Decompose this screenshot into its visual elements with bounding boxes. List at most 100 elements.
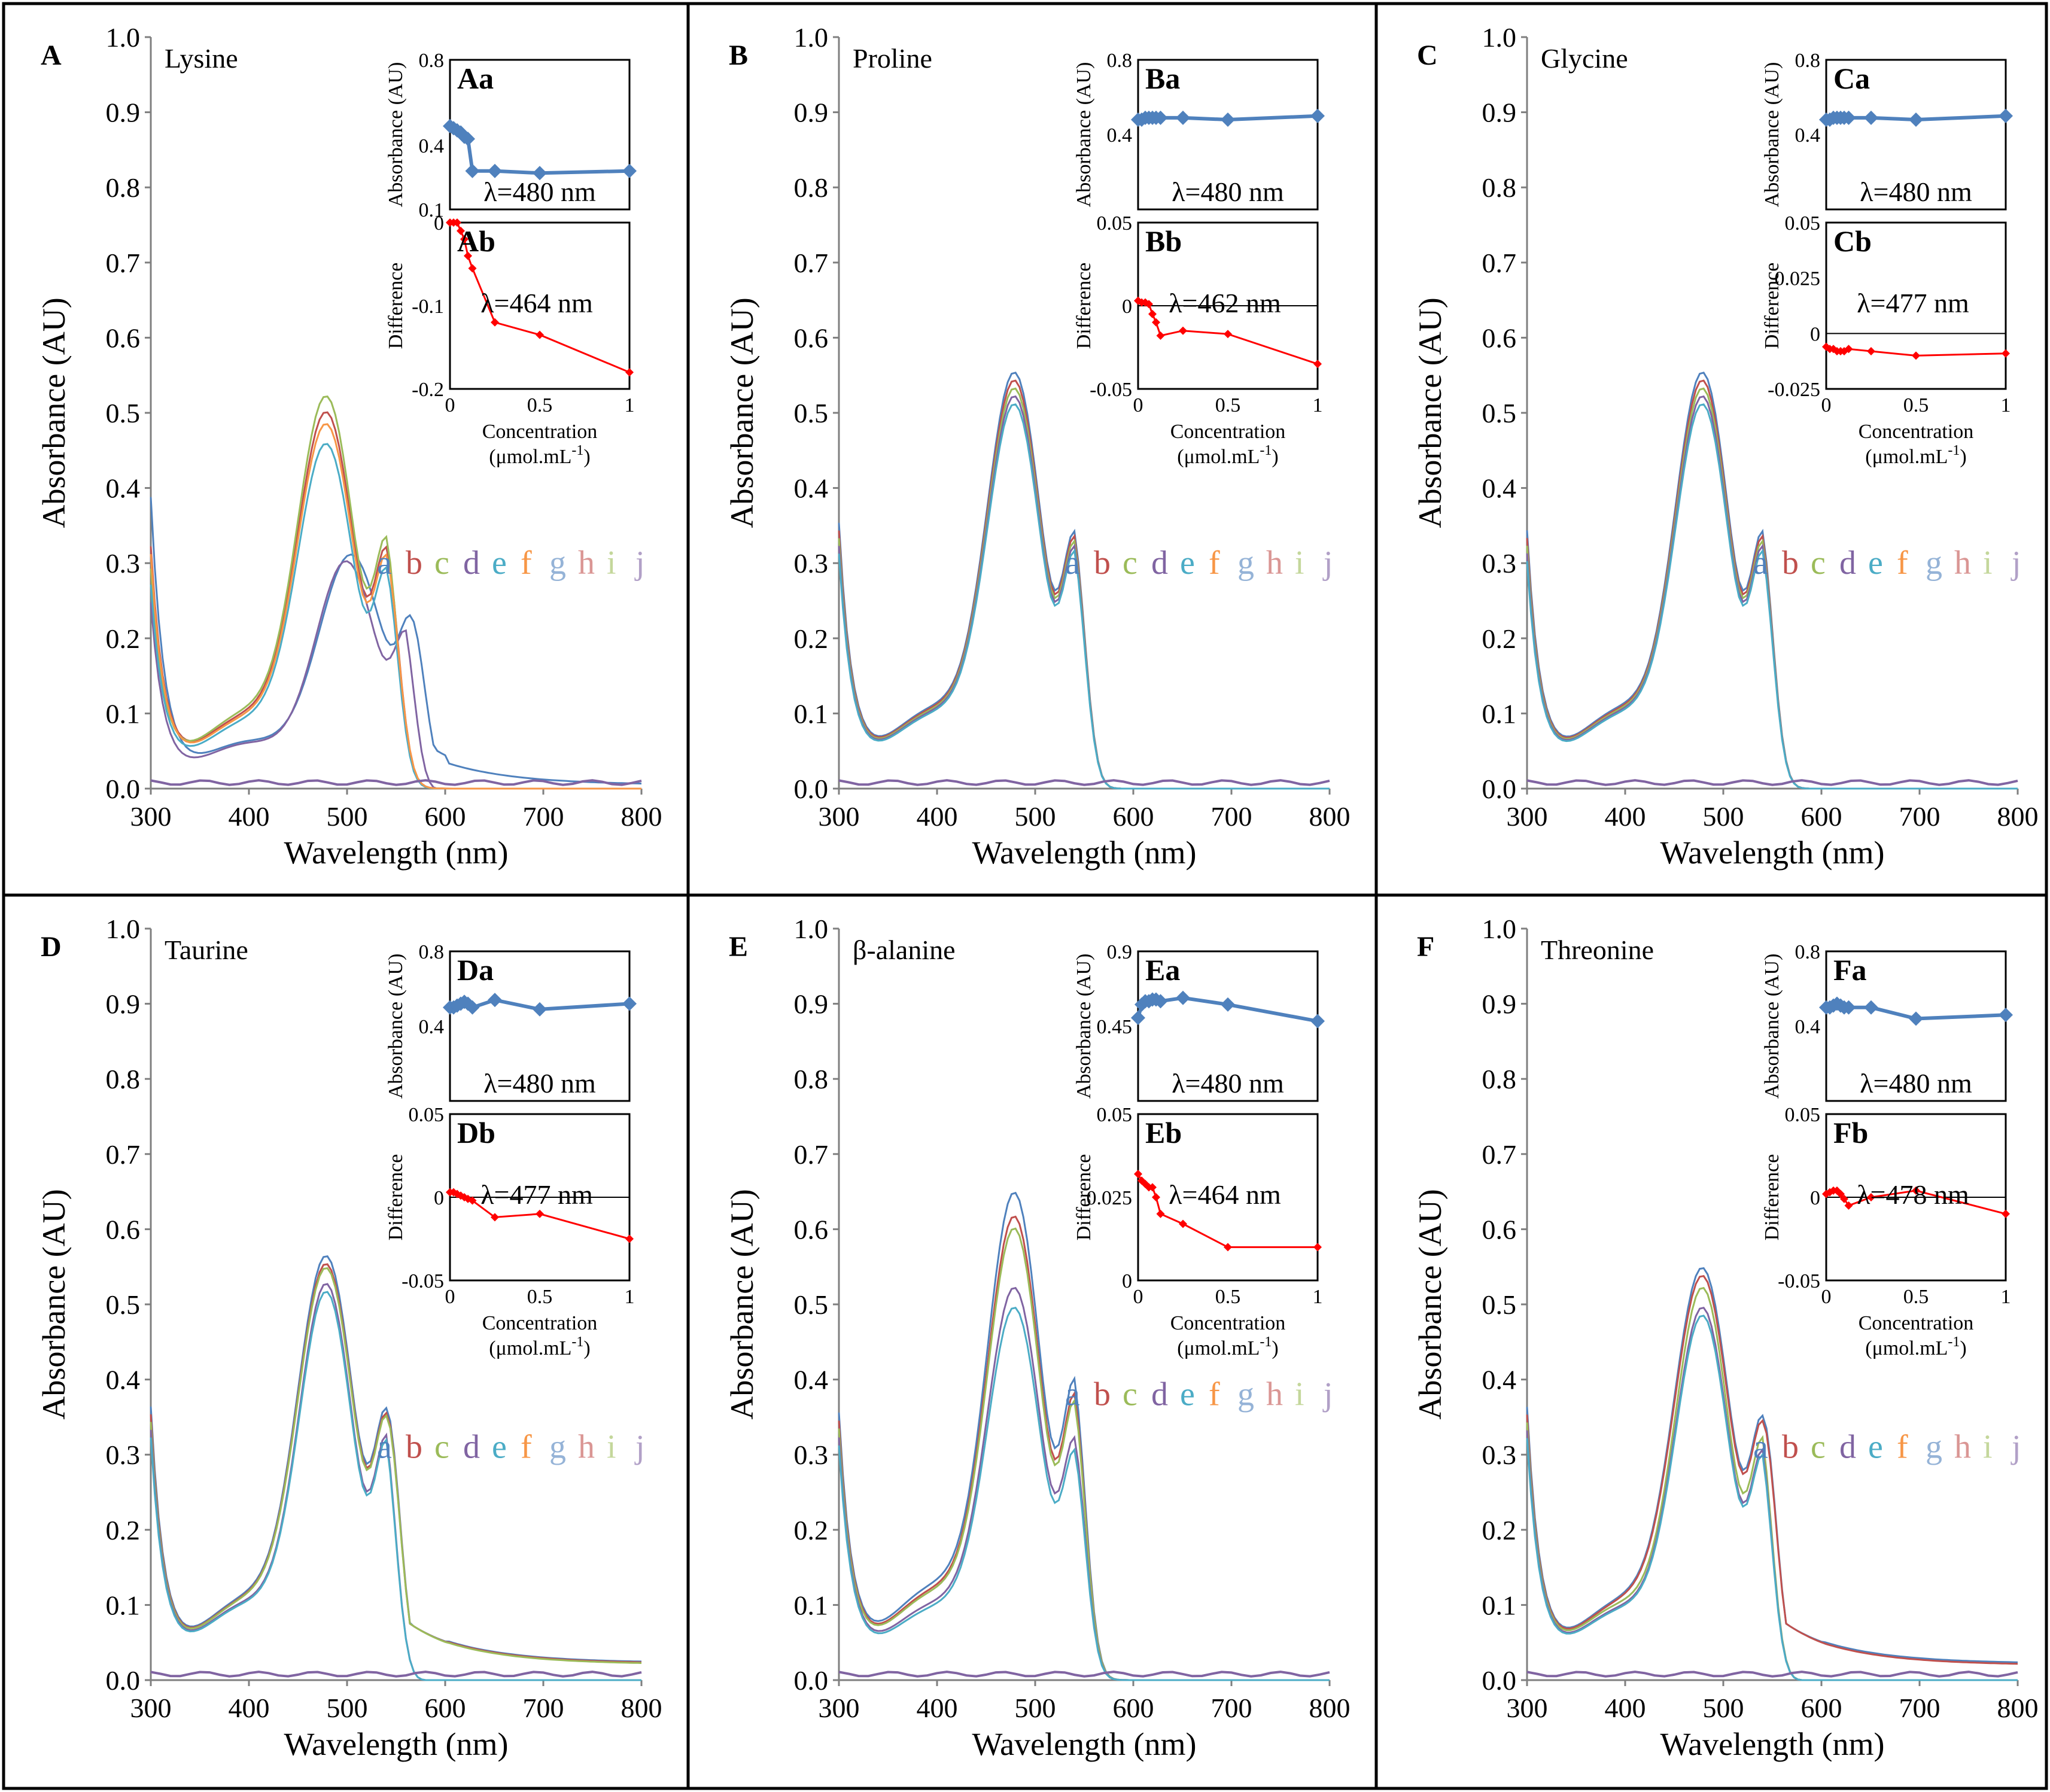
inset-point xyxy=(1224,1243,1232,1252)
inset-x-tick-label: 1 xyxy=(2001,1286,2011,1308)
spectrum-line xyxy=(1526,1307,2018,1681)
x-tick-label: 300 xyxy=(1507,801,1548,832)
inset-y-tick-label: 0 xyxy=(434,212,444,235)
legend-letter: h xyxy=(1954,544,1971,582)
x-tick-label: 500 xyxy=(1015,1693,1056,1723)
amino-acid-name: β-alanine xyxy=(853,935,956,965)
inset-point xyxy=(1179,1219,1187,1228)
inset-point xyxy=(625,1234,634,1243)
x-tick-label: 400 xyxy=(1605,1693,1646,1723)
spectrum-line xyxy=(838,1215,1330,1681)
panel-letter: A xyxy=(41,39,62,71)
inset-point xyxy=(491,318,499,327)
y-tick-label: 0.3 xyxy=(106,548,141,579)
inset-inset_top: 0.8 0.4 Fa xyxy=(1795,941,2013,1102)
spectra xyxy=(150,1255,642,1681)
inset-x-unit-close: ) xyxy=(1272,1337,1278,1359)
inset-point xyxy=(1864,110,1878,125)
x-tick-label: 800 xyxy=(1309,801,1351,832)
inset-x-unit-sup: -1 xyxy=(571,443,583,458)
inset-y-tick-label: 0 xyxy=(1810,1187,1820,1209)
baseline-spectrum xyxy=(150,1671,642,1678)
inset-box xyxy=(449,950,631,1102)
x-tick-label: 600 xyxy=(1113,1693,1154,1723)
spectra xyxy=(838,1191,1330,1681)
inset-point xyxy=(1912,351,1920,360)
legend-letter: d xyxy=(1151,1376,1168,1413)
amino-acid-name: Glycine xyxy=(1541,43,1628,74)
inset-point xyxy=(1131,1011,1145,1026)
inset-y-tick-label: 0 xyxy=(1122,1270,1132,1292)
inset-x-unit-text: (μmol.mL xyxy=(1177,1337,1260,1359)
legend-letter: a xyxy=(377,1429,392,1466)
y-tick-label: 0.8 xyxy=(106,1064,141,1094)
legend-letter: e xyxy=(1868,1429,1883,1466)
legend-letter: i xyxy=(1983,544,1993,582)
inset-box xyxy=(1137,950,1319,1102)
x-tick-label: 300 xyxy=(819,801,860,832)
inset-point xyxy=(465,163,480,178)
y-tick-label: 0.6 xyxy=(794,323,829,353)
legend-letter: f xyxy=(521,1429,532,1466)
inset-point xyxy=(488,163,502,178)
inset-point xyxy=(468,264,477,273)
legend-letter: h xyxy=(1266,544,1283,582)
inset-panel-label: Db xyxy=(457,1116,495,1149)
inset-x-unit-close: ) xyxy=(1960,1337,1966,1359)
baseline-spectrum xyxy=(838,1671,1330,1678)
inset-point xyxy=(1999,1008,2013,1023)
inset-point xyxy=(1153,110,1168,125)
legend-letter: j xyxy=(1322,1376,1333,1413)
y-tick-label: 0.4 xyxy=(1482,473,1517,504)
legend-letter: j xyxy=(1322,544,1333,582)
inset-point xyxy=(460,235,469,244)
x-tick-label: 400 xyxy=(229,801,270,832)
inset-point xyxy=(1310,108,1325,123)
spectrum-line xyxy=(1526,1315,2018,1681)
inset-point xyxy=(536,1209,544,1218)
inset-point xyxy=(1999,108,2013,123)
spectrum-line xyxy=(838,403,1330,790)
y-tick-label: 1.0 xyxy=(794,914,829,944)
inset-inset_bottom: 0.05 0 -0.05 Bb xyxy=(1090,212,1322,401)
inset-x-title: Concentration xyxy=(1859,1312,1974,1334)
x-tick-label: 300 xyxy=(819,1693,860,1723)
legend-letter: d xyxy=(463,544,480,582)
legend-letter: i xyxy=(607,544,616,582)
inset-point xyxy=(1909,112,1923,127)
x-tick-label: 600 xyxy=(425,1693,466,1723)
inset-point xyxy=(1145,300,1153,309)
inset-top-y-title: Absorbance (AU) xyxy=(385,62,407,208)
legend-letter: c xyxy=(434,1429,449,1466)
y-tick-label: 0.6 xyxy=(106,1214,141,1245)
panel-letter: D xyxy=(41,931,62,963)
x-tick-label: 500 xyxy=(327,801,368,832)
inset-y-tick-label: 0.05 xyxy=(1097,212,1133,235)
y-tick-label: 0.1 xyxy=(106,1590,141,1620)
inset-point xyxy=(1310,1014,1325,1029)
legend-letter: h xyxy=(578,1429,595,1466)
y-tick-label: 0.9 xyxy=(1482,989,1517,1020)
legend-letter: j xyxy=(634,544,645,582)
inset-inset_top: 0.8 0.4 Da xyxy=(419,941,637,1102)
panel-c: 0.0 0.1 0.2 0.3 0.4 0.5 0.6 0.7 0.8 0.9 1.0 300 400 5… xyxy=(1412,22,2039,871)
inset-panel-label: Ba xyxy=(1145,62,1180,95)
legend-letter: f xyxy=(1897,544,1908,582)
y-tick-label: 0.5 xyxy=(1482,398,1517,428)
y-tick-label: 0.7 xyxy=(1482,1139,1517,1170)
inset-top-y-title: Absorbance (AU) xyxy=(1073,954,1095,1099)
inset-y-tick-label: 0.4 xyxy=(419,1016,445,1038)
inset-y-tick-label: 0.4 xyxy=(1107,124,1133,147)
y-tick-label: 0.6 xyxy=(1482,323,1517,353)
legend-letter: a xyxy=(1065,1376,1080,1413)
legend-letter: e xyxy=(1868,544,1883,582)
lambda-label: λ=480 nm xyxy=(1860,1068,1972,1099)
inset-x-unit: (μmol.mL-1) xyxy=(489,443,591,468)
x-tick-label: 700 xyxy=(523,801,564,832)
panel-b: 0.0 0.1 0.2 0.3 0.4 0.5 0.6 0.7 0.8 0.9 1.0 300 400 5… xyxy=(724,22,1351,871)
y-tick-label: 0.4 xyxy=(794,473,829,504)
legend-letter: b xyxy=(406,1429,422,1466)
inset-top-y-title: Absorbance (AU) xyxy=(385,954,407,1099)
y-axis-title: Absorbance (AU) xyxy=(36,297,72,528)
